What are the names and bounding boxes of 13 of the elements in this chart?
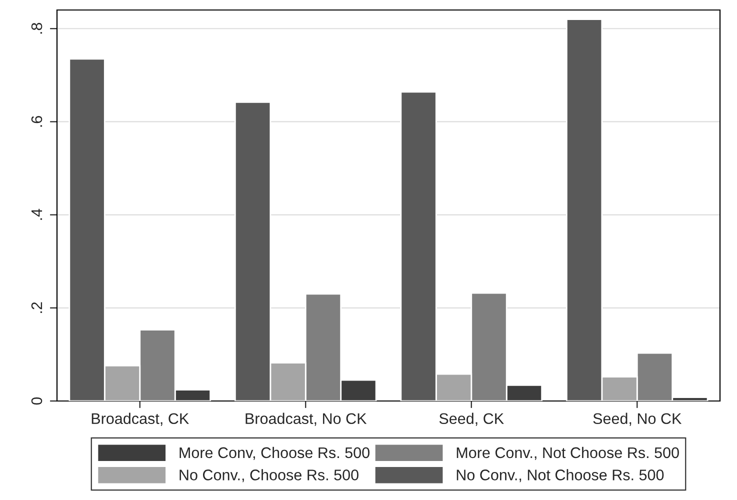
y-tick-label: 0 (31, 397, 42, 405)
y-tick-label: .4 (32, 208, 42, 220)
legend-label: More Conv, Choose Rs. 500 (180, 446, 370, 460)
y-tick-label: .8 (31, 22, 42, 34)
legend-label: No Conv., Not Choose Rs. 500 (456, 469, 664, 482)
y-tick-label: .2 (31, 302, 42, 313)
x-tick-label: Seed, No CK (593, 412, 682, 426)
legend-label: More Conv., Not Choose Rs. 500 (456, 446, 679, 460)
x-tick-label: Broadcast, CK (92, 412, 189, 426)
x-tick-label: Seed, CK (439, 412, 504, 426)
legend-label: No Conv., Choose Rs. 500 (180, 469, 358, 482)
x-tick-label: Broadcast, No CK (246, 412, 367, 426)
y-tick-label: .6 (31, 116, 42, 127)
